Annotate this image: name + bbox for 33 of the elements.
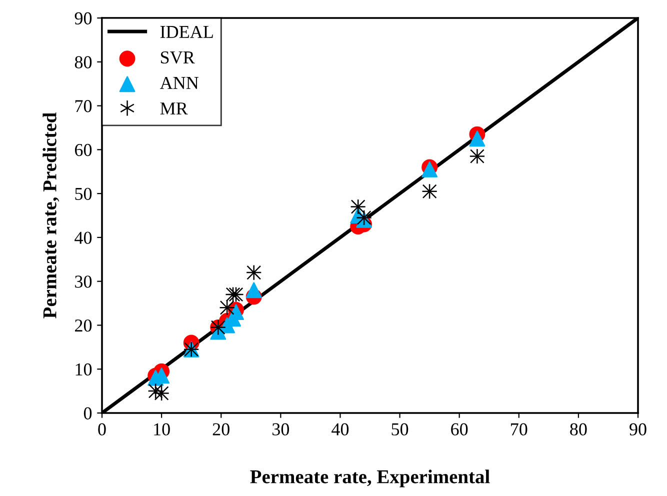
legend-label: IDEAL bbox=[160, 26, 213, 38]
x-tick-label: 50 bbox=[392, 423, 408, 436]
y-tick-label: 30 bbox=[75, 276, 92, 288]
y-tick-label: 60 bbox=[75, 144, 92, 156]
point bbox=[148, 383, 164, 399]
point bbox=[154, 385, 170, 402]
x-tick-label: 0 bbox=[98, 423, 106, 436]
y-axis-title: Permeate rate, Predicted bbox=[42, 112, 60, 318]
point bbox=[246, 264, 262, 280]
point bbox=[469, 148, 486, 164]
x-tick-label: 10 bbox=[154, 423, 170, 436]
y-tick-label: 70 bbox=[75, 100, 92, 112]
y-tick-label: 90 bbox=[74, 12, 92, 24]
x-tick-label: 90 bbox=[630, 423, 646, 436]
y-tick-label: 40 bbox=[74, 232, 92, 244]
x-tick-label: 20 bbox=[212, 423, 230, 436]
point bbox=[469, 130, 486, 147]
point bbox=[422, 183, 438, 200]
y-tick-label: 10 bbox=[76, 363, 92, 376]
x-tick-label: 30 bbox=[272, 423, 290, 436]
legend-label: MR bbox=[160, 102, 188, 114]
y-tick-label: 20 bbox=[75, 319, 92, 332]
x-axis-title: Permeate rate, Experimental bbox=[250, 470, 490, 488]
x-tick-label: 80 bbox=[570, 423, 587, 436]
legend-label: ANN bbox=[160, 76, 198, 89]
x-tick-label: 70 bbox=[511, 423, 528, 436]
y-tick-label: 50 bbox=[75, 188, 92, 200]
y-tick-label: 0 bbox=[84, 407, 92, 420]
y-tick-label: 80 bbox=[74, 56, 92, 68]
point bbox=[246, 282, 262, 298]
x-tick-label: 60 bbox=[451, 423, 468, 436]
x-tick-label: 40 bbox=[332, 423, 349, 436]
legend-label: SVR bbox=[160, 51, 195, 64]
